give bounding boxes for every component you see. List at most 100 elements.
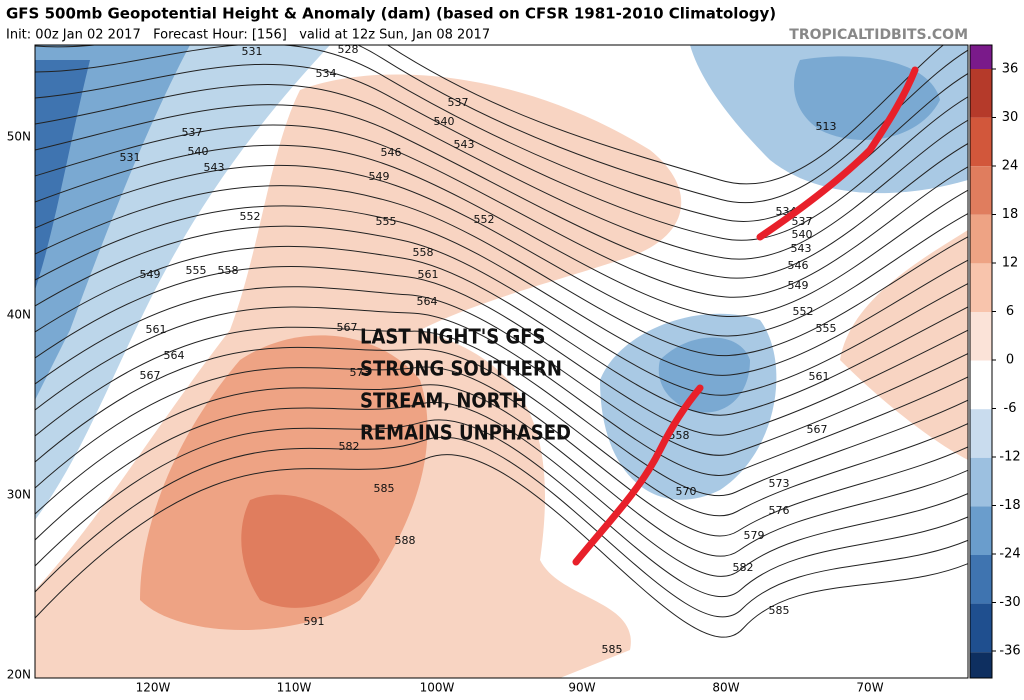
colorbar: 36 30 24 18 12 6 0 -6 -12 -18 -24 -30 -36: [969, 44, 1021, 679]
lat-label: 30N: [7, 488, 31, 502]
contour-label: 549: [140, 268, 161, 281]
contour-label: 582: [339, 440, 360, 453]
contour-label: 567: [807, 423, 828, 436]
colorbar-band: [970, 506, 992, 555]
contour-line: [35, 164, 968, 337]
colorbar-band: [970, 117, 992, 167]
anomaly-neg: [35, 45, 190, 400]
contour-label: 513: [816, 120, 837, 133]
contour-line: [35, 419, 968, 598]
contour-label: 561: [418, 268, 439, 281]
contour-label: 573: [769, 477, 790, 490]
colorbar-label: -24: [999, 547, 1020, 562]
lat-label: 40N: [7, 308, 31, 322]
contour-line: [35, 63, 968, 241]
annotation-line: REMAINS UNPHASED: [360, 421, 571, 445]
contour-label: 585: [374, 482, 395, 495]
contour-line: [35, 205, 968, 376]
contour-line: [35, 45, 968, 203]
colorbar-label: 12: [1002, 256, 1019, 271]
anomaly-pos: [241, 494, 380, 608]
colorbar-label: -36: [999, 644, 1020, 659]
contour-label: 543: [204, 161, 225, 174]
lon-label: 100W: [420, 681, 455, 695]
contour-label: 570: [676, 485, 697, 498]
contour-label: 552: [474, 213, 495, 226]
contour-label: 555: [186, 264, 207, 277]
contour-label: 564: [164, 349, 185, 362]
contour-line: [35, 326, 968, 496]
contour-line: [35, 225, 968, 396]
colorbar-frame: [969, 44, 993, 679]
contour-line: [35, 401, 968, 577]
contour-label: 540: [188, 145, 209, 158]
lon-label: 70W: [856, 681, 883, 695]
contour-label: 567: [337, 321, 358, 334]
contour-label: 585: [602, 643, 623, 656]
contour-line: [35, 84, 968, 260]
colorbar-label: 30: [1002, 110, 1019, 125]
contour-label: 543: [454, 138, 475, 151]
contour-label: 537: [182, 126, 203, 139]
colorbar-label: 0: [1006, 353, 1014, 368]
map-frame: [34, 44, 969, 679]
colorbar-band: [970, 603, 992, 653]
colorbar-band: [970, 360, 992, 410]
colorbar-band: [970, 166, 992, 215]
red-line: [756, 66, 919, 241]
contour-label: 588: [395, 534, 416, 547]
title: GFS 500mb Geopotential Height & Anomaly …: [6, 5, 776, 23]
contour-line: [35, 245, 968, 416]
colorbar-band: [970, 652, 992, 678]
colorbar-band: [970, 45, 992, 69]
lat-label: 50N: [7, 130, 31, 144]
colorbar-label: 18: [1002, 207, 1019, 222]
contour-label: 561: [146, 323, 167, 336]
contour-label: 546: [788, 259, 809, 272]
contour-label: 531: [120, 151, 141, 164]
lon-label: 80W: [712, 681, 739, 695]
annotation-line: STRONG SOUTHERN: [360, 357, 562, 381]
colorbar-label: -6: [1004, 401, 1017, 416]
contour-label: 582: [733, 561, 754, 574]
contour-line: [35, 104, 968, 279]
contour-label: 537: [448, 96, 469, 109]
subtitle: Init: 00z Jan 02 2017 Forecast Hour: [15…: [6, 28, 490, 43]
contour-label: 540: [434, 115, 455, 128]
colorbar-band: [970, 69, 992, 118]
contour-label: 537: [792, 215, 813, 228]
colorbar-band: [970, 263, 992, 312]
contours: [35, 45, 968, 638]
colorbar-band: [970, 312, 992, 361]
contour-line: [35, 454, 968, 638]
contour-label: 552: [240, 210, 261, 223]
contour-line: [35, 286, 968, 456]
contour-line: [35, 346, 968, 517]
contour-label: 549: [788, 279, 809, 292]
anomaly-neg: [658, 337, 750, 413]
colorbar-label: -30: [999, 595, 1020, 610]
contour-label: 585: [769, 604, 790, 617]
contour-line: [35, 384, 968, 557]
contour-line: [35, 366, 968, 537]
anomaly-neg: [794, 56, 940, 140]
contour-label: 564: [417, 295, 438, 308]
contour-label: 558: [218, 264, 239, 277]
contour-label: 567: [140, 369, 161, 382]
contour-label: 543: [791, 242, 812, 255]
colorbar-band: [970, 555, 992, 604]
contour-label: 555: [816, 322, 837, 335]
contour-label: 555: [376, 215, 397, 228]
site-name: TROPICALTIDBITS.COM: [789, 27, 968, 43]
lon-label: 110W: [277, 681, 312, 695]
contour-label: 558: [413, 246, 434, 259]
colorbar-label: 24: [1002, 159, 1019, 174]
contour-label: 549: [369, 170, 390, 183]
lon-label: 90W: [568, 681, 595, 695]
colorbar-label: -12: [999, 450, 1020, 465]
colorbar-label: 36: [1002, 62, 1019, 77]
anomaly-pos: [840, 230, 968, 460]
contour-line: [35, 266, 968, 436]
colorbar-band: [970, 457, 992, 507]
